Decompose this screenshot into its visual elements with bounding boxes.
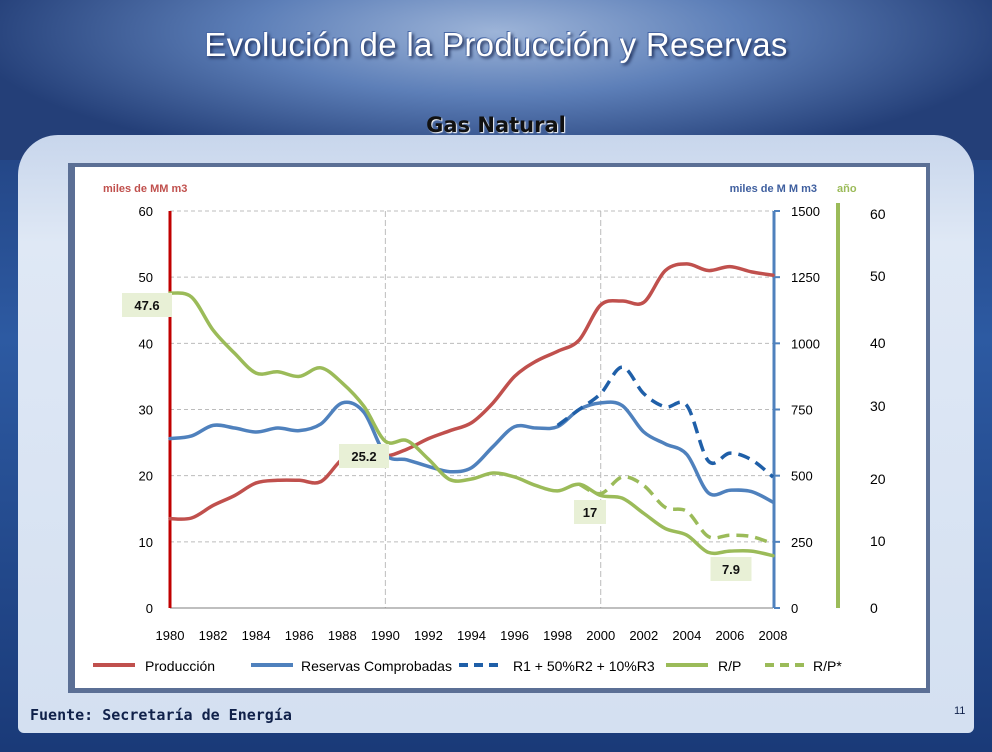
third-tick-label: 0 (870, 600, 878, 616)
left-tick-label: 60 (139, 204, 153, 219)
left-tick-label: 40 (139, 336, 153, 351)
third-tick-label: 60 (870, 206, 886, 222)
source-footer: Fuente: Secretaría de Energía (30, 706, 292, 724)
chart-grid (170, 210, 773, 608)
data-label-box (710, 557, 752, 581)
left-tick-label: 20 (139, 469, 153, 484)
x-tick-label: 1984 (242, 628, 271, 643)
right-tick-label: 500 (791, 469, 813, 484)
data-label: 47.6 (134, 298, 159, 313)
x-tick-label: 1990 (371, 628, 400, 643)
x-tick-label: 1998 (543, 628, 572, 643)
left-axis-title: miles de MM m3 (103, 183, 187, 195)
third-tick-label: 50 (870, 268, 886, 284)
legend-label: R1 + 50%R2 + 10%R3 (513, 658, 655, 674)
x-tick-label: 1986 (285, 628, 314, 643)
x-tick-label: 2008 (759, 628, 788, 643)
left-tick-label: 10 (139, 535, 153, 550)
x-tick-label: 1988 (328, 628, 357, 643)
right-tick-label: 1500 (791, 204, 820, 219)
third-tick-label: 20 (870, 471, 886, 487)
third-tick-label: 40 (870, 335, 886, 351)
right-tick-label: 750 (791, 403, 813, 418)
x-tick-label: 2004 (672, 628, 701, 643)
slide-title: Evolución de la Producción y Reservas (204, 26, 788, 63)
slide-subtitle: Gas Natural (426, 113, 566, 137)
x-tick-label: 2000 (586, 628, 615, 643)
data-label-box (574, 500, 606, 524)
third-tick-label: 30 (870, 398, 886, 414)
right-axis-title: miles de M M m3 (730, 183, 817, 195)
right-tick-label: 1000 (791, 336, 820, 351)
third-tick-label: 10 (870, 533, 886, 549)
oil-field-banner (0, 0, 992, 160)
data-label: 25.2 (351, 449, 376, 464)
series-r1-50r2-10r3 (556, 365, 775, 479)
chart-data-labels: 47.6 25.2 17 7.9 (122, 293, 752, 581)
chart-area: 0 10 20 30 40 50 60 miles de MM m3 0 250 500 750 100… (75, 167, 926, 688)
x-tick-label: 1994 (457, 628, 486, 643)
third-axis-title: año (837, 183, 857, 195)
data-label-box (122, 293, 172, 317)
page-number: 11 (954, 705, 966, 717)
left-tick-label: 50 (139, 270, 153, 285)
x-tick-label: 2006 (715, 628, 744, 643)
legend-label: R/P* (813, 658, 842, 674)
legend-label: Producción (145, 658, 215, 674)
x-tick-label: 1996 (500, 628, 529, 643)
legend-label: Reservas Comprobadas (301, 658, 452, 674)
x-tick-label: 1982 (199, 628, 228, 643)
right-tick-label: 0 (791, 601, 798, 616)
chart-legend: Producción Reservas Comprobadas R1 + 50%R2… (93, 658, 842, 674)
chart-series (168, 262, 775, 558)
data-label: 17 (583, 505, 597, 520)
data-label: 7.9 (722, 562, 740, 577)
series-produccion (168, 262, 775, 521)
series-reservas-comprobadas (168, 400, 775, 504)
x-tick-label: 2002 (629, 628, 658, 643)
left-tick-label: 0 (146, 601, 153, 616)
series-rp-star (578, 475, 774, 546)
x-tick-label: 1980 (156, 628, 185, 643)
x-tick-label: 1992 (414, 628, 443, 643)
data-label-box (339, 444, 389, 468)
series-rp (168, 291, 775, 558)
right-tick-label: 250 (791, 535, 813, 550)
legend-label: R/P (718, 658, 741, 674)
right-tick-label: 1250 (791, 270, 820, 285)
left-tick-label: 30 (139, 403, 153, 418)
